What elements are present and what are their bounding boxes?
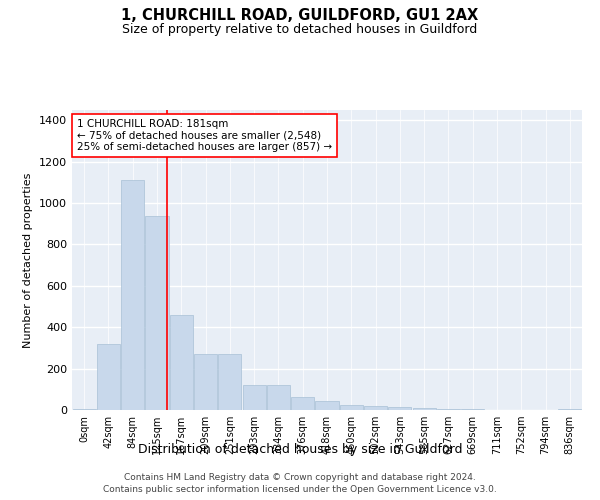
Bar (340, 405, 363, 410)
Text: Contains HM Land Registry data © Crown copyright and database right 2024.: Contains HM Land Registry data © Crown c… (124, 472, 476, 482)
Text: Contains public sector information licensed under the Open Government Licence v3: Contains public sector information licen… (103, 485, 497, 494)
Bar (388, 407, 412, 410)
Bar (413, 408, 436, 410)
Bar (194, 354, 217, 410)
Bar (73, 409, 95, 410)
Text: Size of property relative to detached houses in Guildford: Size of property relative to detached ho… (122, 22, 478, 36)
Bar (97, 344, 120, 410)
Bar (316, 400, 338, 410)
Bar (242, 385, 266, 410)
Bar (437, 409, 460, 410)
Bar (364, 406, 387, 410)
Bar (121, 180, 144, 410)
Bar (145, 216, 169, 410)
Bar (170, 315, 193, 410)
Text: Distribution of detached houses by size in Guildford: Distribution of detached houses by size … (138, 442, 462, 456)
Bar (267, 385, 290, 410)
Y-axis label: Number of detached properties: Number of detached properties (23, 172, 34, 348)
Bar (461, 409, 484, 410)
Bar (218, 354, 241, 410)
Text: 1 CHURCHILL ROAD: 181sqm
← 75% of detached houses are smaller (2,548)
25% of sem: 1 CHURCHILL ROAD: 181sqm ← 75% of detach… (77, 119, 332, 152)
Bar (291, 396, 314, 410)
Text: 1, CHURCHILL ROAD, GUILDFORD, GU1 2AX: 1, CHURCHILL ROAD, GUILDFORD, GU1 2AX (121, 8, 479, 22)
